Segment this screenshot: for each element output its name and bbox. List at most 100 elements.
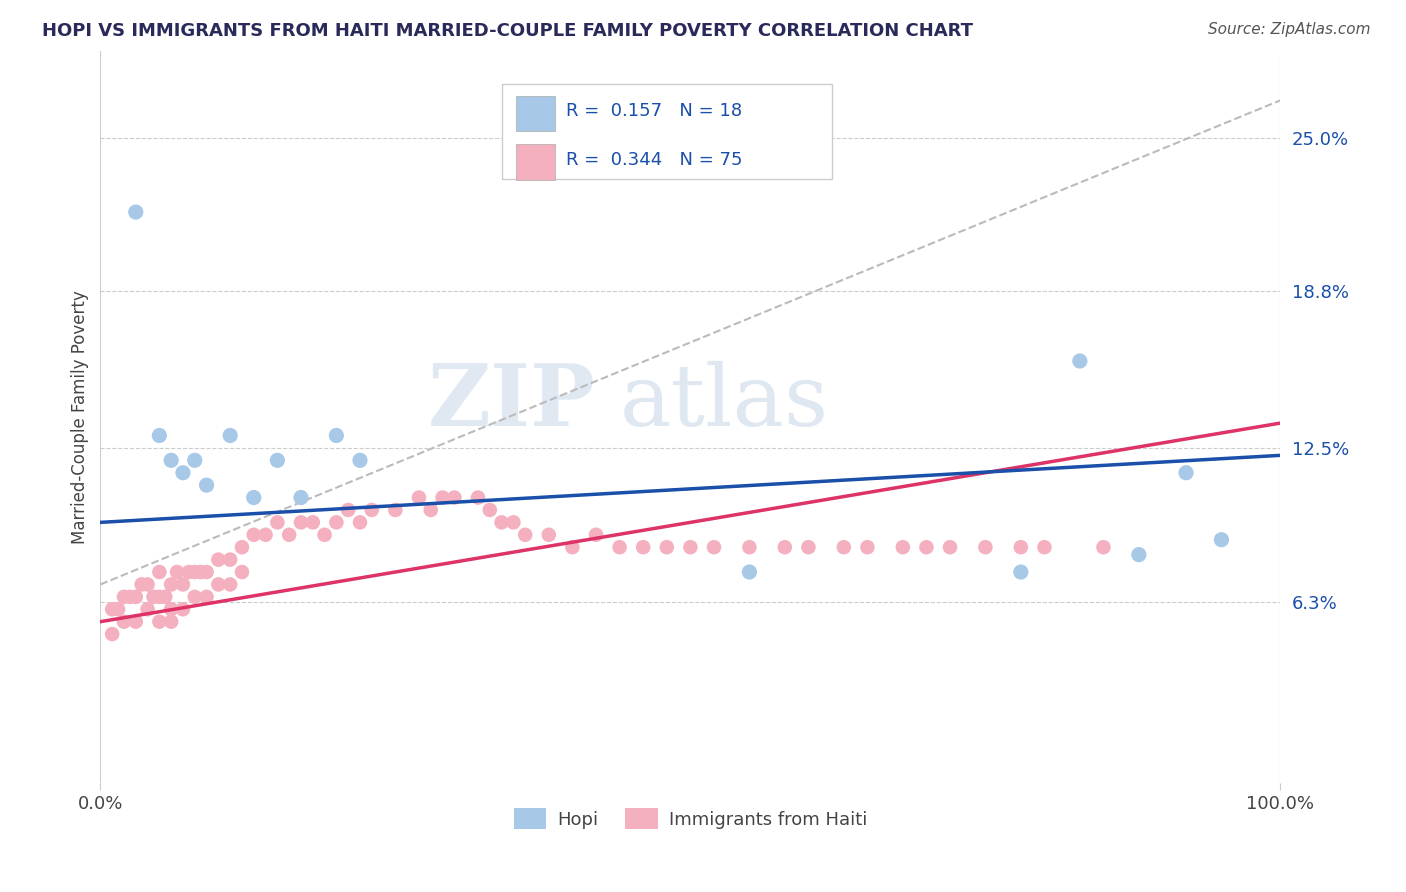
Point <box>160 577 183 591</box>
Point <box>148 428 170 442</box>
Point <box>160 615 183 629</box>
Point <box>112 615 135 629</box>
Point <box>1175 466 1198 480</box>
Point <box>142 590 165 604</box>
Point <box>478 503 501 517</box>
Point <box>266 516 288 530</box>
Point <box>195 590 218 604</box>
Point <box>891 540 914 554</box>
Point <box>242 491 264 505</box>
Point <box>856 540 879 554</box>
Point <box>337 503 360 517</box>
Point <box>738 540 761 554</box>
Bar <box>516 145 555 179</box>
Point <box>266 453 288 467</box>
Point <box>1211 533 1233 547</box>
Point <box>177 565 200 579</box>
Point <box>1069 354 1091 368</box>
Point <box>939 540 962 554</box>
Point <box>491 516 513 530</box>
Point <box>148 565 170 579</box>
Legend: Hopi, Immigrants from Haiti: Hopi, Immigrants from Haiti <box>506 801 875 837</box>
Point <box>679 540 702 554</box>
Point <box>738 565 761 579</box>
Point <box>172 466 194 480</box>
Point <box>254 528 277 542</box>
Point <box>1010 540 1032 554</box>
Point <box>502 516 524 530</box>
Point <box>432 491 454 505</box>
Point <box>172 602 194 616</box>
Point <box>561 540 583 554</box>
Text: ZIP: ZIP <box>429 360 596 444</box>
Point <box>231 540 253 554</box>
Point <box>190 565 212 579</box>
Point <box>325 428 347 442</box>
Point <box>655 540 678 554</box>
Point <box>537 528 560 542</box>
Text: HOPI VS IMMIGRANTS FROM HAITI MARRIED-COUPLE FAMILY POVERTY CORRELATION CHART: HOPI VS IMMIGRANTS FROM HAITI MARRIED-CO… <box>42 22 973 40</box>
Point <box>290 491 312 505</box>
Point <box>443 491 465 505</box>
Point <box>384 503 406 517</box>
Point <box>101 602 124 616</box>
Point <box>314 528 336 542</box>
Y-axis label: Married-Couple Family Poverty: Married-Couple Family Poverty <box>72 290 89 544</box>
Point <box>184 590 207 604</box>
Point <box>207 577 229 591</box>
Bar <box>516 96 555 131</box>
Point <box>131 577 153 591</box>
Point <box>125 205 148 219</box>
Point <box>585 528 607 542</box>
Text: R =  0.344   N = 75: R = 0.344 N = 75 <box>567 151 742 169</box>
Point <box>195 478 218 492</box>
Point <box>184 453 207 467</box>
Point <box>172 577 194 591</box>
Point <box>118 590 141 604</box>
Point <box>797 540 820 554</box>
Point <box>773 540 796 554</box>
Text: Source: ZipAtlas.com: Source: ZipAtlas.com <box>1208 22 1371 37</box>
Point <box>1092 540 1115 554</box>
Point <box>1033 540 1056 554</box>
Point <box>160 602 183 616</box>
Point <box>231 565 253 579</box>
Point <box>155 590 177 604</box>
Point <box>349 516 371 530</box>
Point <box>112 590 135 604</box>
Point <box>136 602 159 616</box>
Point <box>160 453 183 467</box>
Point <box>101 627 124 641</box>
Point <box>148 615 170 629</box>
Point <box>195 565 218 579</box>
Point <box>349 453 371 467</box>
Point <box>219 577 242 591</box>
Point <box>184 565 207 579</box>
Point <box>125 615 148 629</box>
Point <box>515 528 537 542</box>
Point <box>242 528 264 542</box>
Point <box>219 428 242 442</box>
Point <box>207 552 229 566</box>
Point <box>467 491 489 505</box>
Point <box>419 503 441 517</box>
Text: atlas: atlas <box>620 360 828 444</box>
Text: R =  0.157   N = 18: R = 0.157 N = 18 <box>567 103 742 120</box>
Point <box>278 528 301 542</box>
Point <box>125 590 148 604</box>
Point <box>915 540 938 554</box>
FancyBboxPatch shape <box>502 84 832 178</box>
Point <box>1010 565 1032 579</box>
Point <box>290 516 312 530</box>
Point <box>219 552 242 566</box>
Point <box>408 491 430 505</box>
Point <box>974 540 997 554</box>
Point <box>301 516 323 530</box>
Point <box>1128 548 1150 562</box>
Point <box>631 540 654 554</box>
Point <box>136 577 159 591</box>
Point <box>148 590 170 604</box>
Point <box>832 540 855 554</box>
Point <box>703 540 725 554</box>
Point <box>166 565 188 579</box>
